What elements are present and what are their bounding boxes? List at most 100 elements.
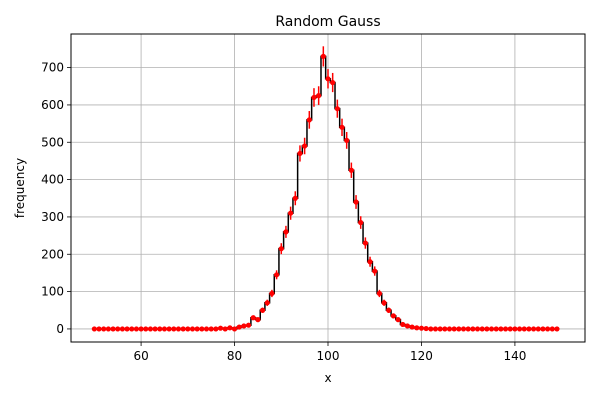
data-point (339, 124, 345, 130)
data-point (101, 326, 107, 332)
x-tick-label: 80 (227, 349, 242, 363)
data-point (549, 326, 555, 332)
data-point (381, 300, 387, 306)
data-point (264, 300, 270, 306)
data-point (493, 326, 499, 332)
x-tick-label: 60 (133, 349, 148, 363)
data-point (231, 326, 238, 332)
data-point (133, 326, 140, 332)
data-point (213, 326, 219, 332)
data-point (404, 323, 411, 329)
data-point (292, 195, 298, 201)
data-point (353, 199, 359, 205)
data-point (96, 326, 102, 332)
data-point (143, 326, 149, 332)
data-point (456, 326, 462, 332)
data-point (316, 93, 322, 99)
data-point (320, 53, 326, 60)
data-point (400, 321, 406, 328)
data-point (217, 325, 224, 331)
data-point (185, 326, 191, 332)
data-point (288, 210, 294, 216)
data-point (348, 167, 354, 173)
data-point (189, 326, 196, 332)
x-tick-label: 100 (317, 349, 340, 363)
data-point (241, 323, 247, 329)
data-point (376, 290, 382, 297)
x-axis-ticks: 60 80 100 120 140 (133, 342, 526, 363)
y-tick-label: 700 (41, 61, 64, 75)
data-point (180, 326, 186, 332)
data-point (91, 326, 97, 332)
data-point (171, 326, 177, 332)
data-point (470, 326, 476, 332)
data-point (526, 326, 532, 332)
data-point (540, 326, 546, 332)
data-point (259, 307, 266, 313)
data-point (194, 326, 200, 332)
data-point (203, 326, 210, 332)
data-point (545, 326, 551, 332)
y-tick-label: 300 (41, 210, 64, 224)
y-tick-label: 100 (41, 285, 64, 299)
data-point (362, 240, 368, 246)
data-point (199, 326, 205, 332)
data-point (367, 259, 373, 265)
data-point (302, 143, 308, 149)
data-point (442, 326, 448, 332)
data-point (451, 326, 457, 332)
data-point (129, 326, 135, 332)
data-point (516, 326, 523, 332)
data-point (278, 246, 284, 252)
data-point (479, 326, 485, 332)
data-point (502, 326, 509, 332)
data-point (507, 326, 513, 332)
chart-title: Random Gauss (275, 14, 380, 30)
data-point (227, 325, 233, 331)
data-point (157, 326, 163, 332)
data-point (147, 326, 154, 332)
data-point (166, 326, 172, 332)
x-tick-label: 120 (410, 349, 433, 363)
y-tick-label: 0 (56, 322, 64, 336)
data-point (325, 76, 331, 82)
data-point (432, 326, 439, 332)
data-point (414, 325, 420, 331)
data-point (330, 79, 336, 86)
data-point (358, 219, 364, 226)
data-point (274, 272, 280, 278)
data-point (255, 317, 261, 323)
data-point (386, 307, 392, 313)
data-point (283, 229, 289, 235)
y-tick-label: 200 (41, 247, 64, 261)
data-point (535, 326, 541, 332)
data-point (119, 326, 125, 332)
data-point (334, 106, 340, 112)
data-point (395, 317, 401, 323)
data-point (175, 326, 182, 332)
data-point (488, 326, 495, 332)
data-point (465, 326, 471, 332)
data-point (437, 326, 443, 332)
data-point (208, 326, 214, 332)
data-point (474, 326, 481, 332)
data-point (498, 326, 504, 332)
data-point (512, 326, 518, 332)
data-point (152, 326, 158, 332)
x-tick-label: 140 (503, 349, 526, 363)
data-point (138, 326, 144, 332)
data-point (344, 137, 350, 143)
data-point (372, 268, 378, 274)
data-point (531, 326, 537, 332)
y-tick-label: 500 (41, 135, 64, 149)
y-tick-label: 600 (41, 98, 64, 112)
data-point (105, 326, 111, 332)
data-point (409, 324, 415, 330)
data-point (124, 326, 130, 332)
data-point (554, 326, 560, 332)
data-point (110, 326, 116, 332)
data-point (245, 322, 252, 328)
data-point (418, 325, 425, 331)
y-axis-ticks: 0 100 200 300 400 500 600 700 (41, 61, 71, 336)
